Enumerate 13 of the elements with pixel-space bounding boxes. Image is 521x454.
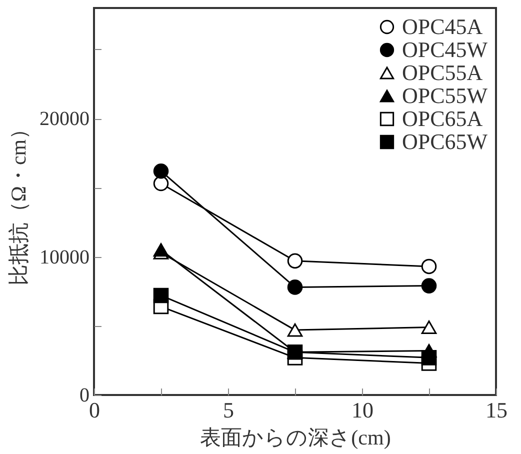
y-tick-label: 10000 bbox=[40, 246, 90, 268]
x-tick-label: 10 bbox=[352, 398, 374, 422]
legend-label: OPC65A bbox=[402, 106, 483, 131]
legend-label: OPC45W bbox=[402, 37, 488, 62]
x-axis-title: 表面からの深さ(cm) bbox=[200, 426, 391, 450]
y-axis-title: 比抵抗（Ω・cm） bbox=[6, 118, 30, 286]
x-tick-label: 15 bbox=[486, 398, 508, 422]
legend-label: OPC65W bbox=[402, 129, 488, 154]
x-tick-label: 5 bbox=[223, 398, 234, 422]
legend-label: OPC55A bbox=[402, 60, 483, 85]
legend-label: OPC45A bbox=[402, 14, 483, 39]
legend-label: OPC55W bbox=[402, 83, 488, 108]
y-tick-label: 20000 bbox=[40, 108, 90, 130]
